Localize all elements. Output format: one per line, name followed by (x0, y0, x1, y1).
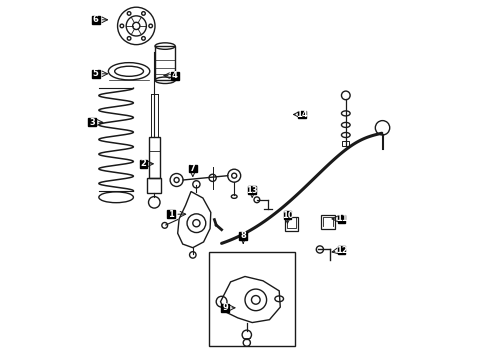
Text: 2: 2 (141, 159, 147, 168)
Text: 11: 11 (336, 215, 347, 223)
FancyBboxPatch shape (140, 160, 147, 168)
Text: 7: 7 (190, 164, 196, 173)
Text: 5: 5 (93, 69, 98, 78)
Text: 13: 13 (246, 186, 258, 195)
Bar (320, 215, 335, 229)
Text: 10: 10 (282, 211, 294, 220)
FancyBboxPatch shape (171, 72, 179, 80)
Text: 12: 12 (336, 246, 347, 255)
Text: 14: 14 (296, 110, 308, 119)
FancyBboxPatch shape (92, 16, 99, 24)
FancyBboxPatch shape (189, 165, 197, 172)
Text: 9: 9 (222, 303, 228, 312)
FancyBboxPatch shape (167, 210, 175, 218)
FancyBboxPatch shape (284, 211, 292, 219)
FancyBboxPatch shape (338, 215, 345, 223)
Text: 1: 1 (168, 210, 174, 219)
FancyBboxPatch shape (92, 70, 99, 78)
Text: 3: 3 (89, 118, 95, 127)
Bar (155, 46, 175, 80)
Text: 8: 8 (240, 231, 246, 240)
Text: 6: 6 (93, 15, 98, 24)
Bar (209, 252, 295, 346)
FancyBboxPatch shape (221, 304, 229, 312)
FancyBboxPatch shape (298, 111, 306, 118)
FancyBboxPatch shape (88, 118, 96, 126)
Bar (342, 141, 349, 146)
Bar (148, 137, 160, 178)
Bar (147, 178, 162, 193)
FancyBboxPatch shape (239, 232, 247, 240)
Text: 4: 4 (172, 71, 178, 80)
FancyBboxPatch shape (248, 186, 256, 194)
Bar (285, 217, 298, 231)
FancyBboxPatch shape (338, 246, 345, 254)
